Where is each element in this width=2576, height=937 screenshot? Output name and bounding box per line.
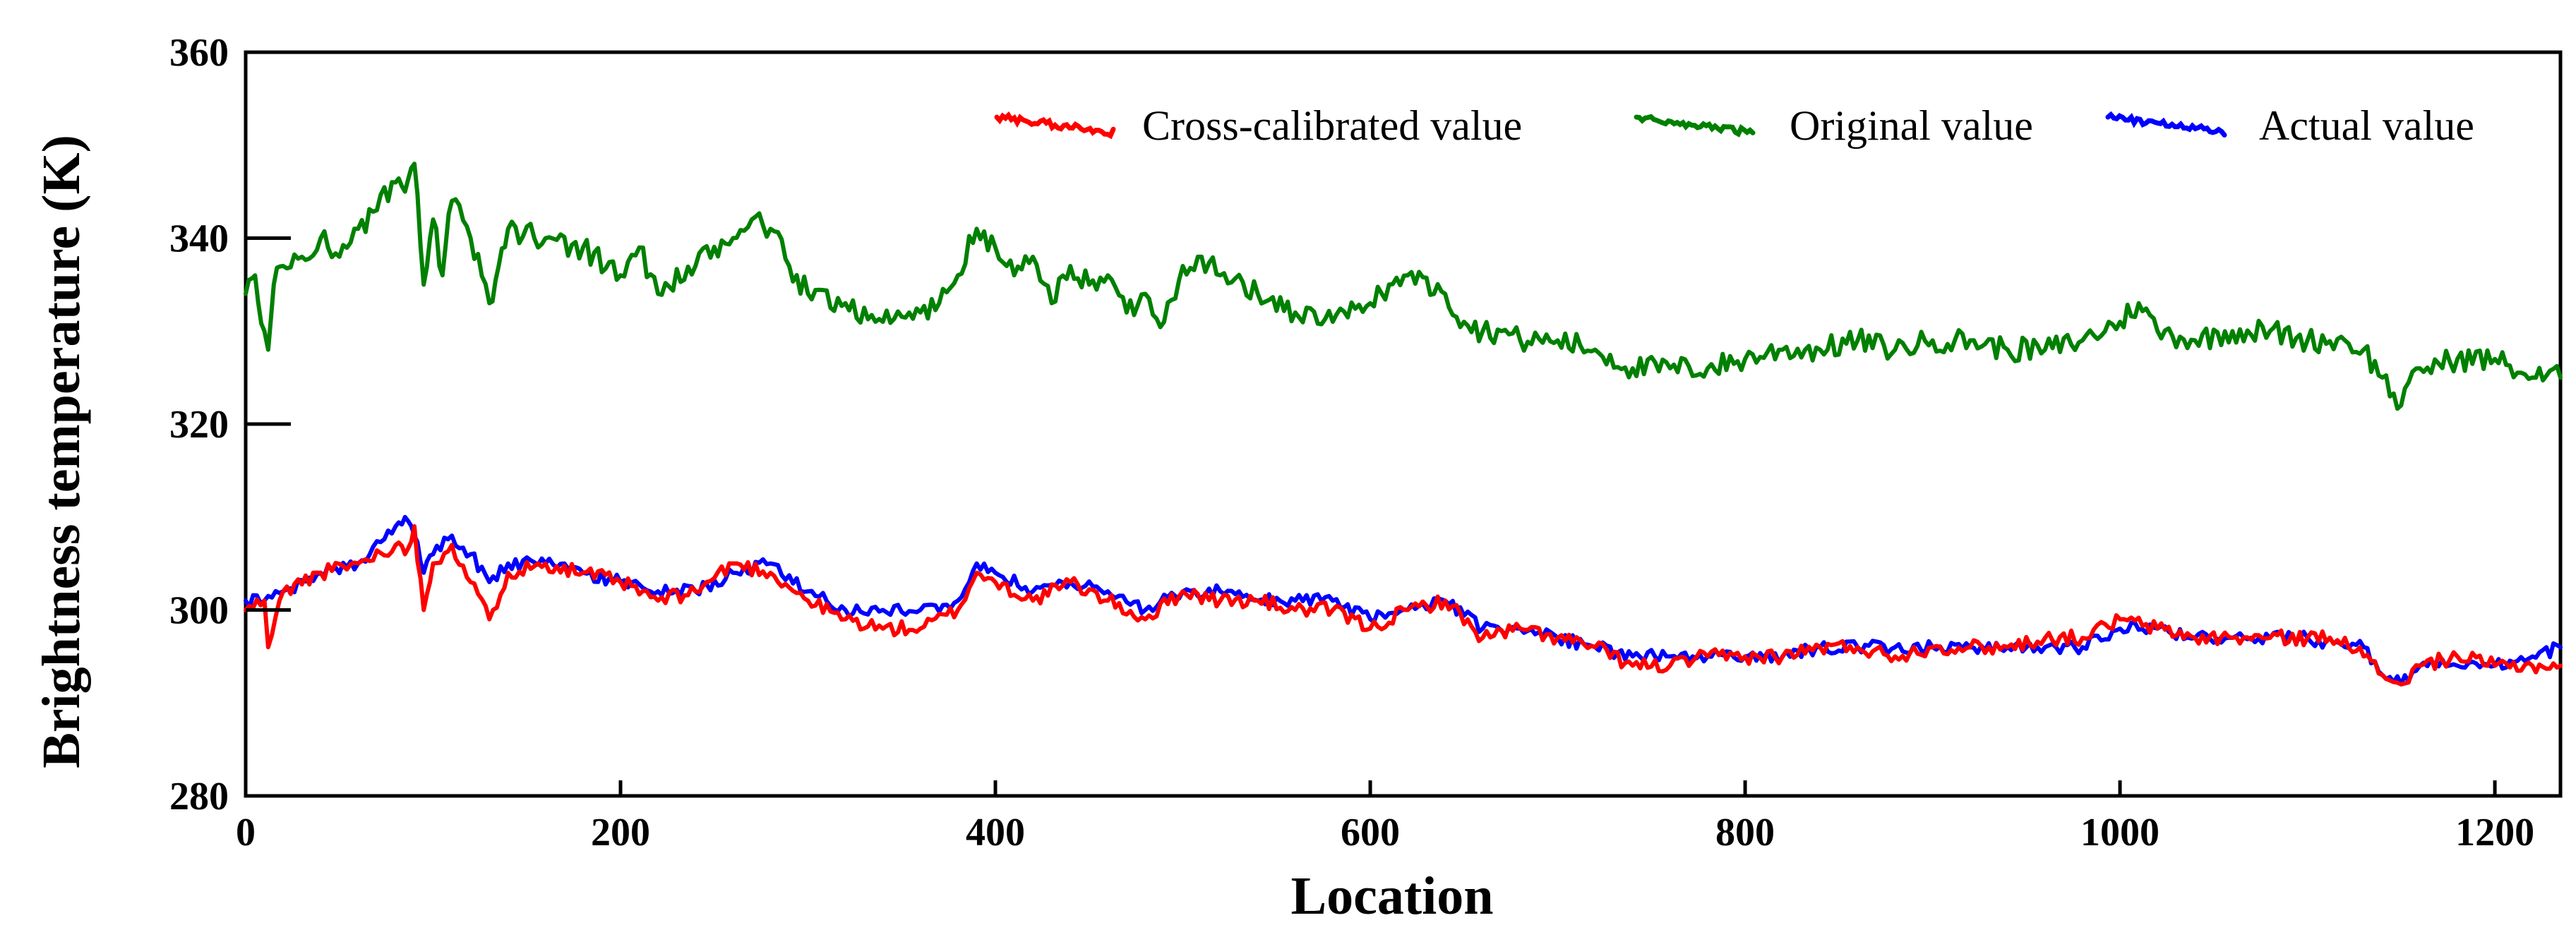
x-tick-label: 800 bbox=[1715, 811, 1775, 854]
series-line-original-value bbox=[244, 162, 2563, 411]
ticks-layer: 280 300 320 340 360 0 200 400 600 800 1000 1200 bbox=[169, 31, 2534, 854]
plot-border bbox=[244, 50, 2563, 798]
y-tick-label: 300 bbox=[169, 589, 229, 633]
x-tick-label: 1000 bbox=[2080, 811, 2159, 854]
y-tick-label: 280 bbox=[169, 775, 229, 818]
plot-frame bbox=[244, 50, 2563, 798]
legend-label: Original value bbox=[1790, 102, 2033, 149]
y-tick-label: 340 bbox=[169, 217, 229, 261]
y-axis-title: Brightness temperature (K) bbox=[32, 135, 91, 768]
x-tick-label: 600 bbox=[1341, 811, 1400, 854]
legend-swatch bbox=[2105, 111, 2227, 138]
series-layer bbox=[244, 162, 2563, 687]
legend-swatch bbox=[994, 111, 1116, 140]
series-line-cross-calibrated-value bbox=[244, 524, 2563, 687]
legend-label: Actual value bbox=[2259, 102, 2474, 149]
x-tick-label: 1200 bbox=[2455, 811, 2534, 854]
x-tick-label: 0 bbox=[236, 811, 256, 854]
legend-swatch bbox=[1634, 114, 1756, 138]
y-tick-label: 320 bbox=[169, 403, 229, 447]
legend: Cross-calibrated value Original value Actu… bbox=[994, 102, 2474, 149]
x-axis-title: Location bbox=[1290, 866, 1493, 926]
x-tick-label: 200 bbox=[591, 811, 650, 854]
x-tick-label: 400 bbox=[966, 811, 1025, 854]
y-tick-label: 360 bbox=[169, 31, 229, 75]
series-line-actual-value bbox=[244, 514, 2563, 687]
legend-label: Cross-calibrated value bbox=[1142, 102, 1522, 149]
